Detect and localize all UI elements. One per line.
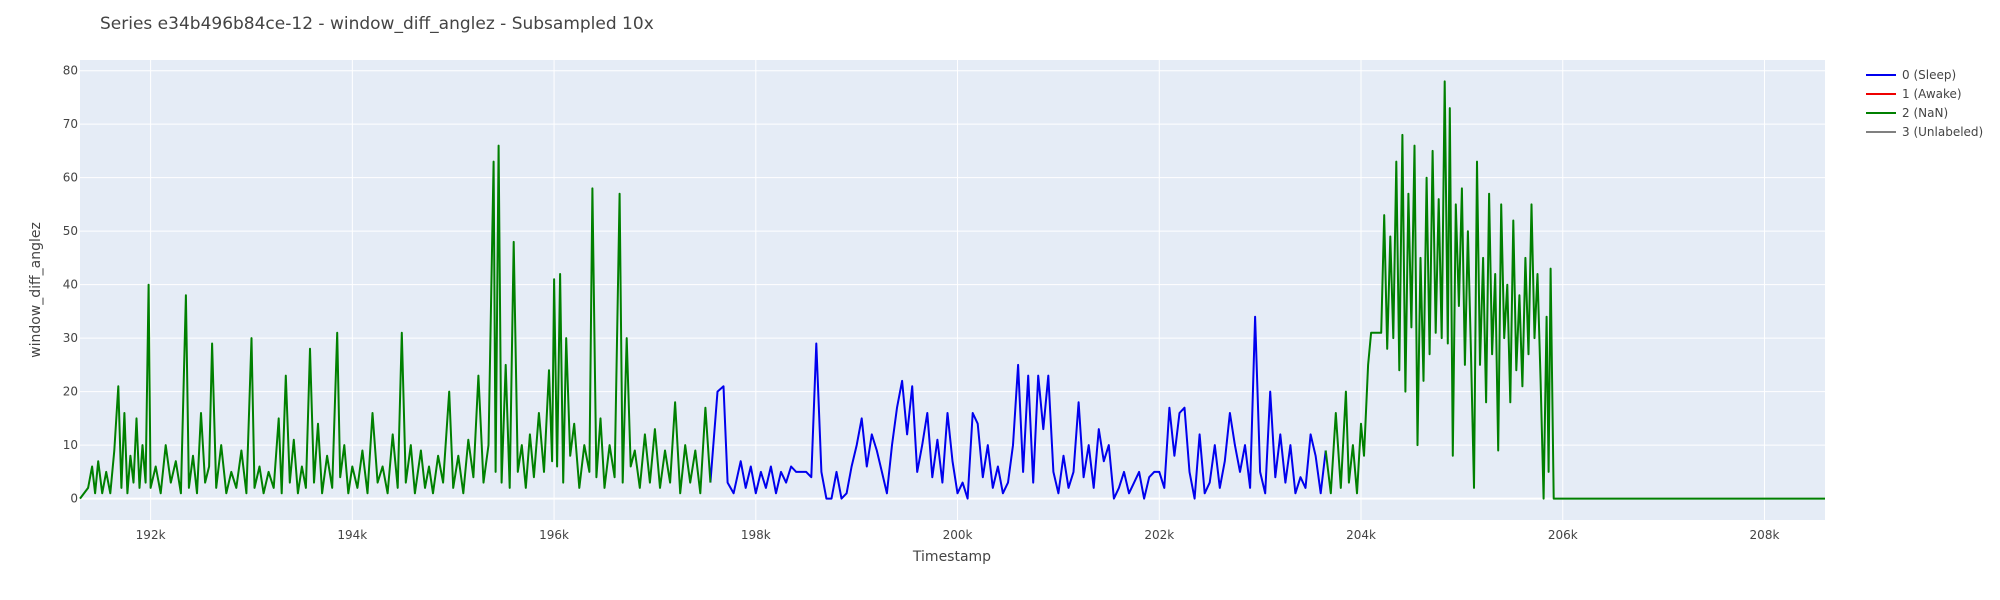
y-tick-label: 40 [63, 278, 78, 292]
x-tick-labels: 192k 194k 196k 198k 200k 202k 204k 206k 208k [136, 528, 1780, 542]
series-line [709, 315, 1327, 500]
x-tick-label: 200k [943, 528, 973, 542]
x-tick-label: 192k [136, 528, 166, 542]
y-tick-label: 20 [63, 385, 78, 399]
legend-label: 0 (Sleep) [1902, 68, 1956, 82]
legend-label: 2 (NaN) [1902, 106, 1948, 120]
x-tick-label: 196k [539, 528, 569, 542]
plot-background [80, 60, 1825, 520]
legend-label: 1 (Awake) [1902, 87, 1962, 101]
legend: 0 (Sleep) 1 (Awake) 2 (NaN) 3 (Unlabeled) [1866, 68, 1983, 139]
x-tick-label: 206k [1548, 528, 1578, 542]
legend-item[interactable]: 3 (Unlabeled) [1866, 125, 1983, 139]
y-tick-label: 10 [63, 438, 78, 452]
y-axis-title: window_diff_anglez [28, 222, 44, 358]
series-line [1324, 80, 1825, 500]
y-tick-label: 30 [63, 331, 78, 345]
x-axis-title: Timestamp [912, 549, 991, 565]
series-layer [79, 80, 1825, 500]
x-tick-label: 204k [1346, 528, 1376, 542]
legend-item[interactable]: 0 (Sleep) [1866, 68, 1956, 82]
legend-item[interactable]: 1 (Awake) [1866, 87, 1962, 101]
y-tick-label: 60 [63, 171, 78, 185]
x-tick-label: 198k [741, 528, 771, 542]
y-tick-label: 80 [63, 64, 78, 78]
x-tick-label: 208k [1750, 528, 1780, 542]
chart-title: Series e34b496b84ce-12 - window_diff_ang… [100, 14, 654, 34]
legend-label: 3 (Unlabeled) [1902, 125, 1983, 139]
legend-item[interactable]: 2 (NaN) [1866, 106, 1948, 120]
x-tick-label: 194k [337, 528, 367, 542]
series-line [79, 144, 712, 500]
y-tick-label: 50 [63, 224, 78, 238]
y-tick-label: 70 [63, 117, 78, 131]
x-tick-label: 202k [1144, 528, 1174, 542]
x-gridlines [150, 60, 1765, 520]
y-tick-labels: 0 10 20 30 40 50 60 70 80 [63, 64, 78, 506]
y-tick-label: 0 [70, 492, 78, 506]
